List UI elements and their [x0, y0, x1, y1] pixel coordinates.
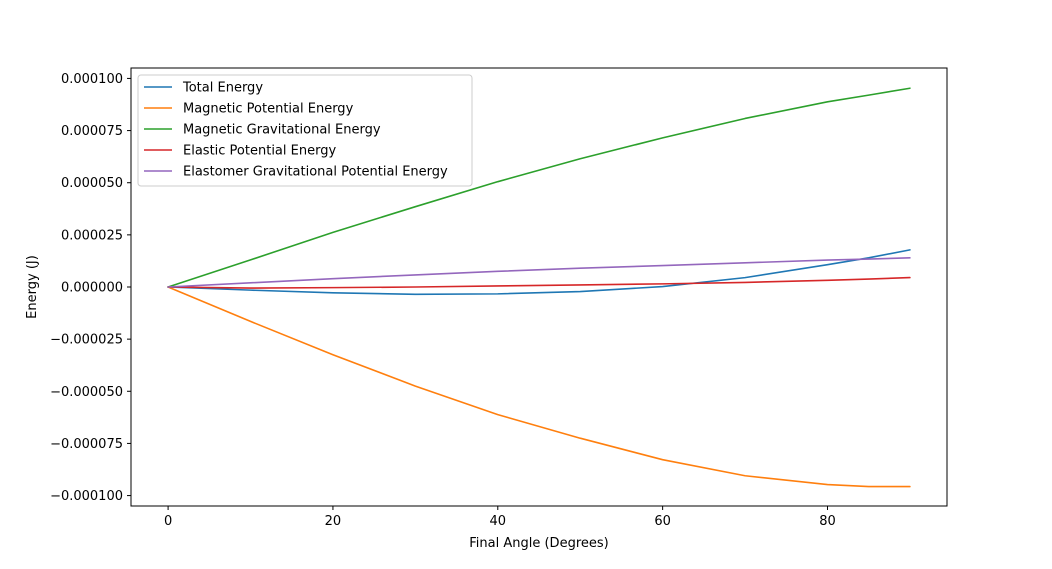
series-line-4 [167, 256, 911, 288]
x-tick-label: 0 [164, 514, 172, 529]
legend-item-label: Magnetic Gravitational Energy [183, 123, 381, 138]
y-tick-label: 0.000000 [61, 281, 123, 296]
legend: Total Energy Magnetic Potential Energy Mag… [137, 74, 473, 187]
y-tick-label: 0.000100 [61, 72, 123, 87]
y-tick-label: −0.000050 [50, 385, 123, 400]
y-axis: 0.000100 0.000075 0.000050 0.000025 0.000000… [50, 72, 131, 504]
legend-item-label: Elastic Potential Energy [183, 144, 336, 159]
x-tick-label: 60 [654, 514, 671, 529]
y-tick-label: 0.000075 [61, 124, 123, 139]
y-tick-label: 0.000025 [61, 228, 123, 243]
y-tick-label: −0.000025 [50, 333, 123, 348]
y-axis-label: Energy (J) [25, 255, 40, 319]
y-tick-label: 0.000050 [61, 176, 123, 191]
series-layer [167, 87, 911, 488]
x-tick-label: 20 [325, 514, 342, 529]
legend-item-label: Magnetic Potential Energy [183, 102, 354, 117]
series-line-1 [167, 286, 911, 488]
legend-item-label: Elastomer Gravitational Potential Energy [183, 165, 448, 180]
legend-box [137, 74, 473, 187]
x-axis: 0 20 40 60 80 [164, 506, 836, 529]
x-axis-label: Final Angle (Degrees) [469, 536, 608, 551]
series-line-2 [167, 87, 911, 288]
x-tick-label: 80 [819, 514, 836, 529]
x-tick-label: 40 [490, 514, 507, 529]
series-line-0 [167, 249, 911, 296]
y-tick-label: −0.000100 [50, 489, 123, 504]
legend-item-label: Total Energy [182, 81, 263, 96]
y-tick-label: −0.000075 [50, 437, 123, 452]
series-line-3 [167, 276, 911, 289]
